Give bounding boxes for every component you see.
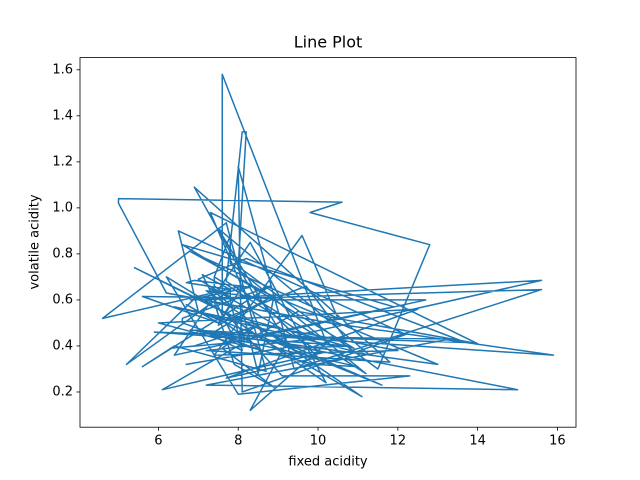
- y-tick-label: 0.8: [52, 246, 73, 261]
- y-tick-label: 1.2: [52, 154, 73, 169]
- plot-frame: [79, 57, 577, 428]
- x-tick-label: 6: [154, 434, 162, 449]
- x-axis-label: fixed acidity: [288, 455, 368, 470]
- y-tick-label: 1.0: [52, 200, 73, 215]
- x-tick-label: 8: [234, 434, 242, 449]
- y-tick-label: 0.6: [52, 292, 73, 307]
- x-tick-label: 12: [390, 434, 407, 449]
- x-tick-label: 14: [469, 434, 486, 449]
- y-tick-label: 0.2: [52, 384, 73, 399]
- x-tick-label: 10: [310, 434, 327, 449]
- x-tick-label: 16: [549, 434, 566, 449]
- y-axis-label: volatile acidity: [28, 194, 43, 289]
- y-tick-label: 1.4: [52, 108, 73, 123]
- y-tick-label: 0.4: [52, 338, 73, 353]
- data-line: [101, 73, 555, 412]
- y-tick-label: 1.6: [52, 62, 73, 77]
- chart-title: Line Plot: [294, 33, 363, 52]
